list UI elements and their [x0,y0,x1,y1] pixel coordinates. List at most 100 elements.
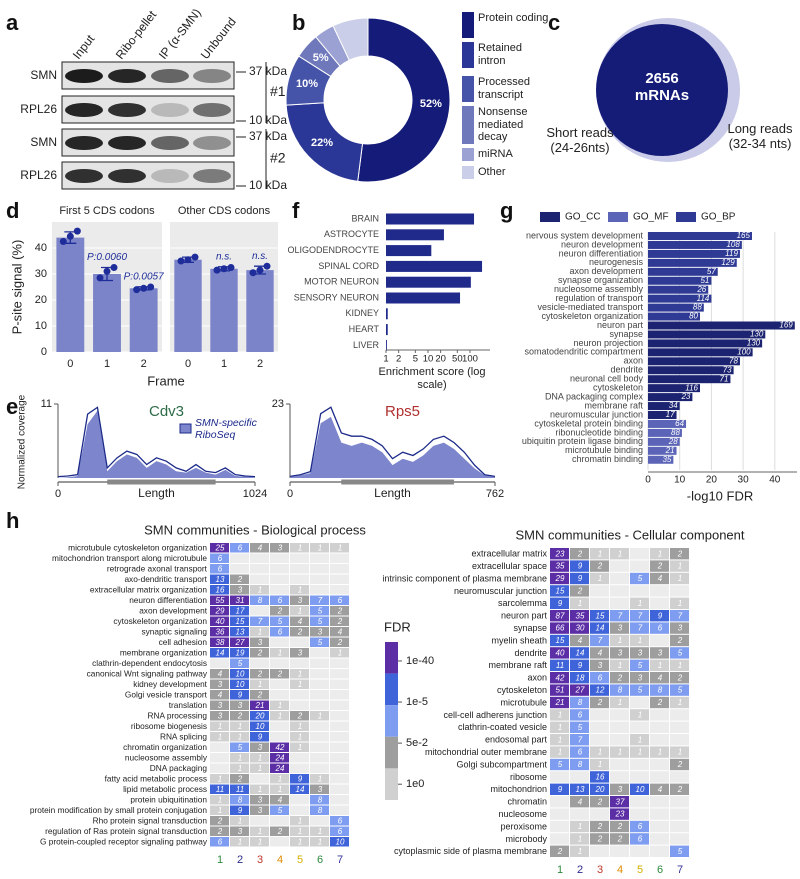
cell-label: 3 [298,596,303,605]
cell-label: 2 [257,669,263,678]
column-label: 3 [597,864,603,876]
cell-label: 8 [578,698,583,707]
heat-cell [570,783,589,795]
column-label: 7 [337,854,343,866]
bar [648,393,693,402]
bar [648,411,677,419]
cell-label: 7 [618,611,623,620]
empty-cell [310,763,329,773]
blot-band [65,103,103,117]
category-label: neuron differentiation [559,248,643,258]
heat-cell [230,732,249,742]
empty-cell [630,548,649,560]
y-tick-label: 20 [35,294,47,306]
empty-cell [310,679,329,689]
y-tick-label: 30 [35,268,47,280]
empty-cell [610,560,629,572]
heat-cell [590,746,609,758]
heat-cell [330,616,349,626]
cell-label: 1 [278,785,282,794]
cell-label: 5 [238,659,243,668]
empty-cell [330,805,349,815]
cell-label: 66 [556,624,565,633]
cell-label: 1 [618,748,622,757]
heat-cell [590,572,609,585]
data-point [191,253,199,261]
empty-cell [270,585,289,595]
heat-cell [210,616,229,626]
empty-cell [590,845,609,857]
cell-label: 2 [297,711,303,720]
cell-label: 15 [236,617,245,626]
empty-cell [570,771,589,783]
cell-label: 1 [618,549,622,558]
data-point [184,256,192,264]
empty-cell [270,574,289,584]
cell-label: 2 [597,562,603,571]
empty-cell [290,795,309,805]
y-tick-label: 0 [41,346,47,358]
cell-label: 10 [336,837,345,846]
cell-label: 5 [318,606,323,615]
protein-label: SMN [30,68,57,82]
heat-cell [550,647,569,659]
empty-cell [330,658,349,668]
row-label: synaptic signaling [142,626,208,636]
heat-cell [650,572,669,585]
cell-label: 1 [298,837,302,846]
heat-cell [310,774,329,784]
category-label: chromatin binding [572,454,643,464]
cell-label: 3 [298,648,303,657]
heat-cell [610,622,629,634]
count-label: 130 [750,330,764,339]
data-point [66,232,74,240]
cell-label: 1 [598,574,602,583]
cell-label: 4 [578,797,583,806]
heat-cell [250,679,269,689]
cell-label: 1 [578,835,582,844]
cell-label: 2 [677,760,683,769]
cell-label: 35 [576,611,585,620]
heat-cell [290,816,309,826]
cell-label: 2 [277,606,283,615]
heat-cell [670,634,689,647]
legend-swatch [462,166,474,179]
legend-color [385,736,398,769]
legend-swatch [608,212,628,222]
cell-label: 7 [638,624,643,633]
heat-cell [270,763,289,773]
row-label: extracellular matrix organization [90,584,208,594]
heat-cell [270,805,289,815]
cell-label: 9 [558,599,563,608]
row-label: clathrin-dependent endocytosis [92,658,207,668]
cell-label: 7 [578,735,583,744]
bar [648,419,687,428]
row-label: canonical Wnt signaling pathway [87,668,208,678]
category-label: ASTROCYTE [324,229,379,239]
empty-cell [330,711,349,721]
heat-cell [630,647,649,659]
heat-cell [250,543,269,553]
cell-label: 2 [277,827,283,836]
heat-cell [250,690,269,700]
heatmap-title: SMN communities - Biological process [144,522,366,537]
heat-cell [290,627,309,637]
heat-cell [270,774,289,784]
bar [648,375,731,384]
heat-cell [550,783,569,795]
row-label: cell adhesion [159,637,208,647]
cell-label: 1 [278,701,282,710]
cell-label: 5 [318,617,323,626]
panel-letter: c [548,10,560,35]
cell-label: 6 [278,596,283,605]
row-label: microtubule [500,697,547,707]
data-point [220,265,228,273]
empty-cell [650,808,669,820]
heat-cell [210,627,229,637]
legend-label: Nonsense mediated decay [478,106,528,144]
heat-cell [570,709,589,721]
data-point [96,274,104,282]
heat-cell [310,826,329,836]
empty-cell [670,833,689,845]
